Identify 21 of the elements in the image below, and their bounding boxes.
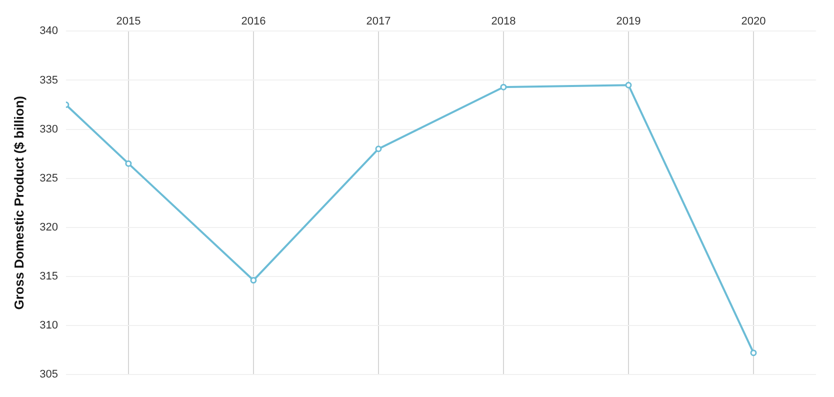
y-tick-label: 325 <box>40 172 58 184</box>
y-tick-label: 335 <box>40 74 58 86</box>
x-tick-label: 2017 <box>366 16 391 28</box>
x-tick-label: 2016 <box>241 16 266 28</box>
point <box>625 82 632 88</box>
x-tick-label: 2015 <box>116 16 141 28</box>
point <box>750 350 757 356</box>
x-tick-label: 2020 <box>741 16 766 28</box>
y-tick-label: 310 <box>40 319 58 332</box>
point <box>250 277 257 284</box>
point <box>375 146 382 152</box>
point <box>125 160 132 167</box>
y-tick-label: 305 <box>40 368 58 380</box>
y-tick-label: 330 <box>40 123 58 136</box>
point <box>500 84 507 90</box>
x-tick-label: 2018 <box>491 16 516 28</box>
y-tick-label: 320 <box>40 221 58 234</box>
y-tick-label: 315 <box>40 270 58 282</box>
y-axis-title: Gross Domestic Product ($ billion) <box>11 96 26 310</box>
y-tick-label: 340 <box>40 25 58 38</box>
x-tick-label: 2019 <box>616 16 641 28</box>
